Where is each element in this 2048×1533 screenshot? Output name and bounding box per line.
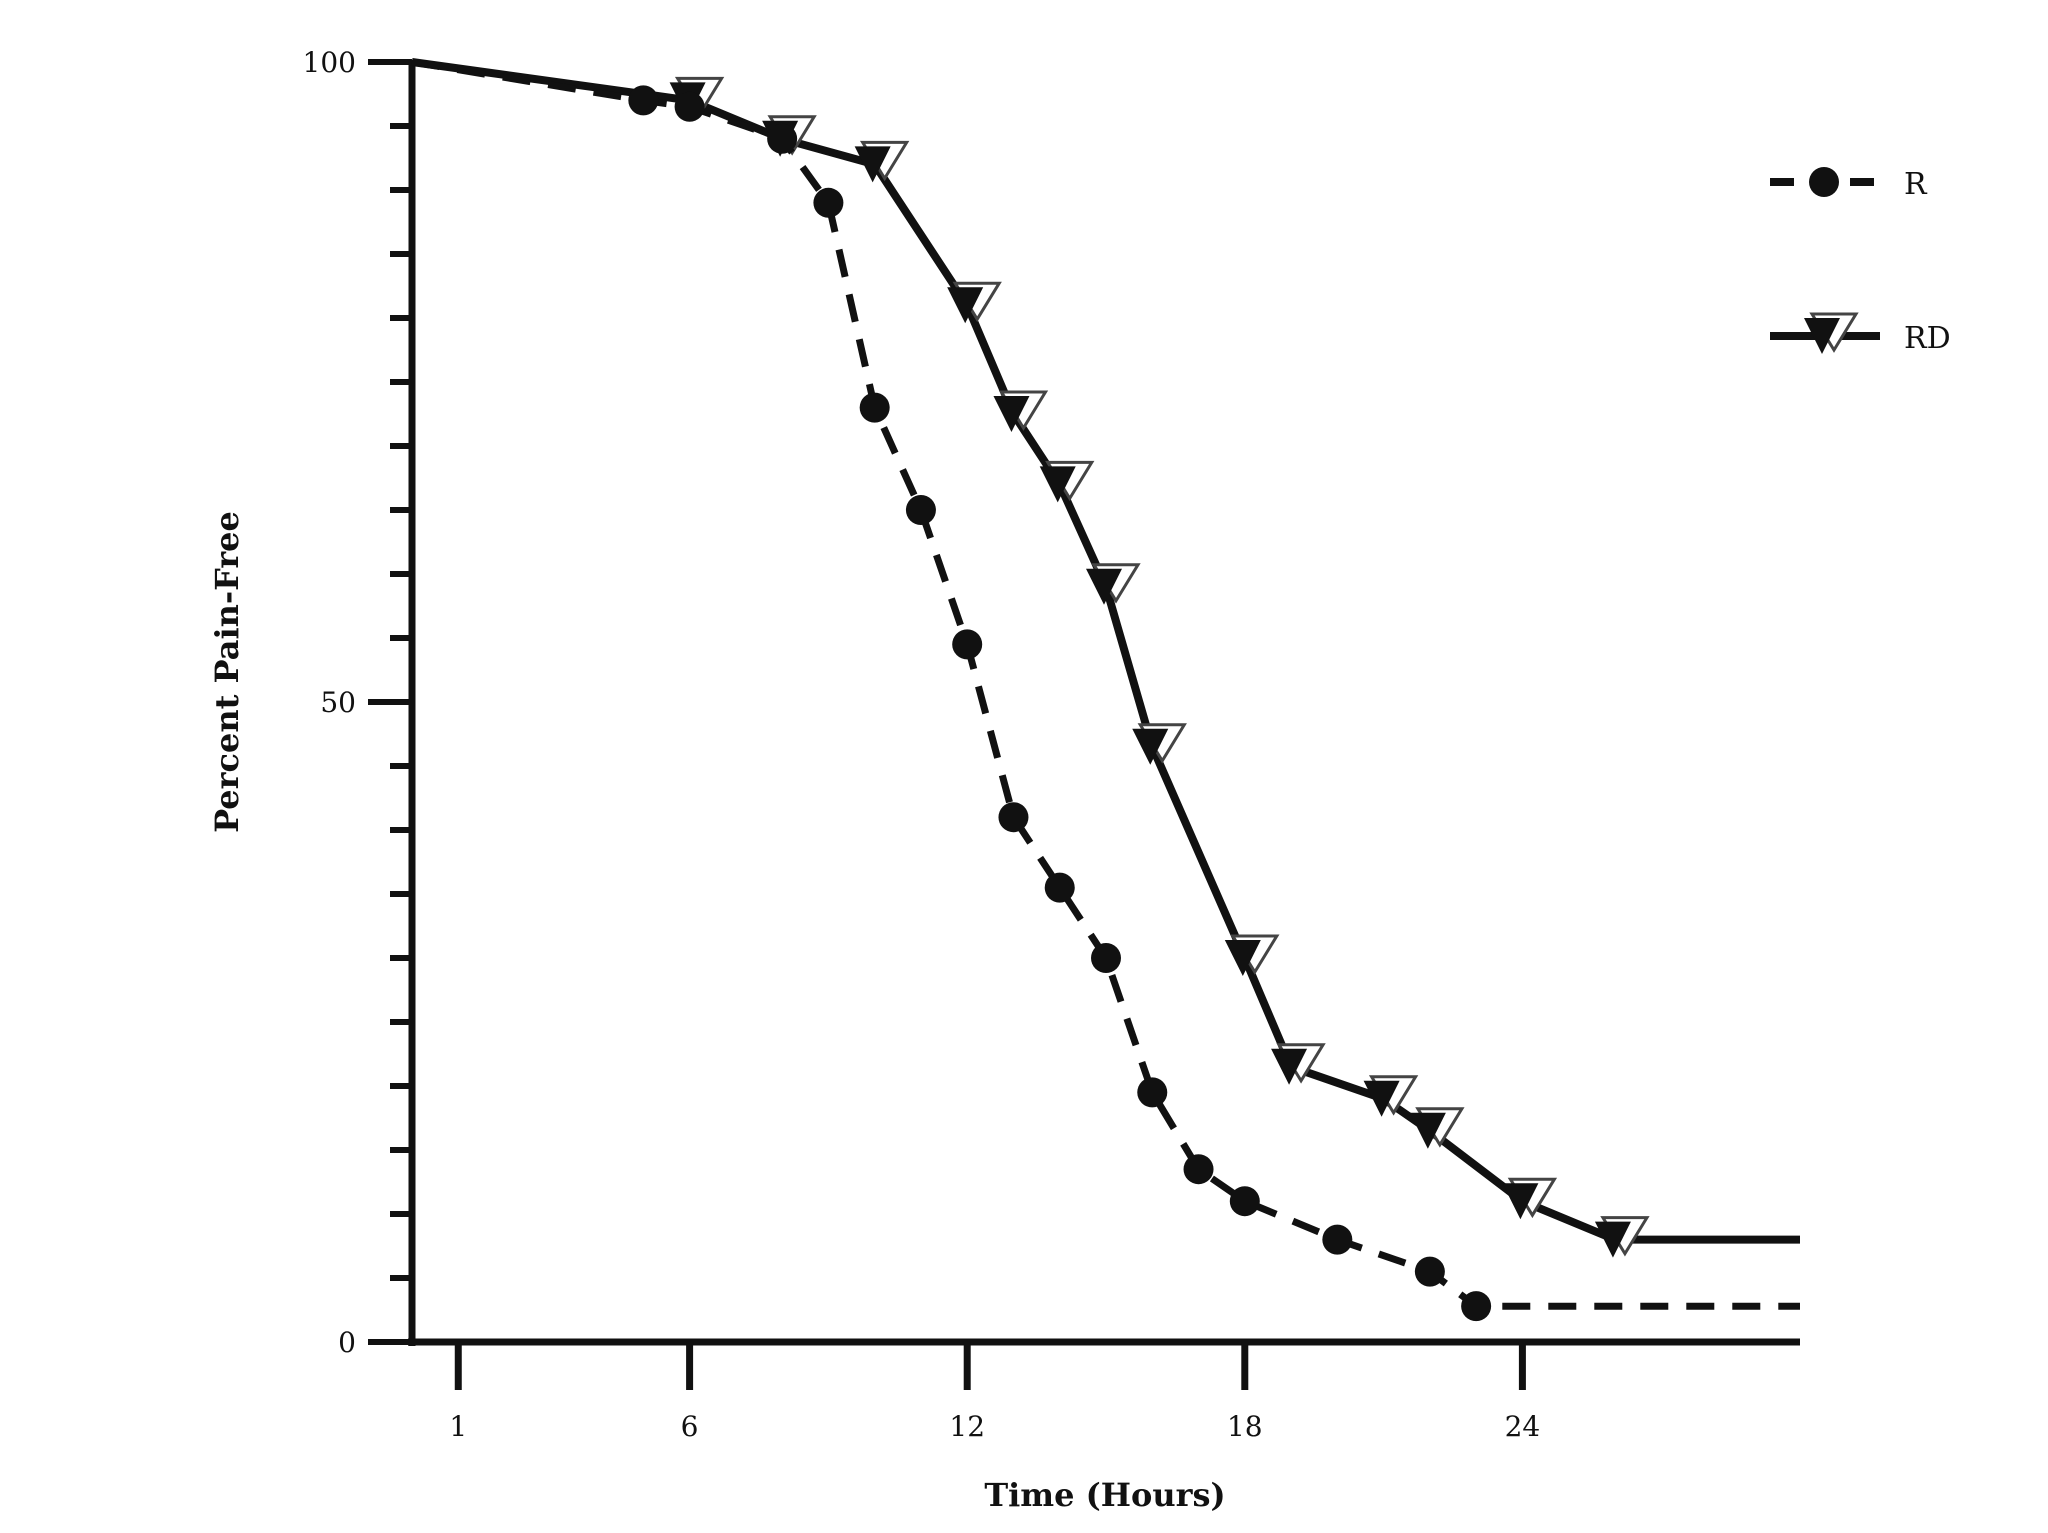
data-point: [947, 281, 1002, 324]
data-point: [1271, 1043, 1326, 1085]
data-point: [905, 495, 936, 525]
data-point: [1044, 872, 1075, 903]
data-point: [628, 85, 659, 116]
data-point-fill: [1086, 568, 1122, 605]
data-point: [1224, 934, 1280, 976]
data-point: [1039, 460, 1095, 503]
axes: 0 50 100 1 6 12 18 24: [303, 46, 1800, 1443]
data-point: [1091, 943, 1121, 973]
data-point: [998, 802, 1029, 833]
data-point-fill: [1594, 1221, 1631, 1258]
x-tick-label: 6: [681, 1410, 699, 1443]
data-point: [1086, 563, 1141, 605]
data-point: [813, 187, 844, 218]
legend-item-r: R: [1770, 167, 1928, 202]
legend: R RD: [1770, 167, 1951, 356]
data-point: [1414, 1256, 1445, 1287]
series-layer: [411, 58, 1800, 1322]
legend-item-rd: RD: [1770, 312, 1951, 356]
series-line-r: [411, 58, 1800, 1310]
data-point-fill: [1363, 1080, 1400, 1117]
data-point-fill: [1224, 940, 1261, 976]
data-point-fill: [1502, 1183, 1539, 1220]
data-point: [1594, 1216, 1650, 1258]
data-point: [1804, 312, 1859, 354]
data-point: [1461, 1291, 1492, 1322]
data-point: [993, 390, 1049, 432]
y-tick-label: 0: [338, 1326, 356, 1359]
data-point: [674, 91, 705, 122]
y-tick-label: 50: [320, 686, 356, 719]
data-point-fill: [1039, 466, 1076, 503]
y-tick-label: 100: [303, 46, 356, 79]
series-line-rd: [411, 58, 1800, 1244]
data-point: [1809, 167, 1839, 197]
y-axis-title: Percent Pain-Free: [208, 511, 246, 833]
data-point: [1409, 1107, 1465, 1149]
data-point-fill: [1804, 318, 1840, 354]
x-tick-label: 12: [949, 1410, 985, 1443]
data-point-fill: [854, 146, 891, 183]
data-point: [1183, 1154, 1214, 1185]
data-point: [859, 392, 890, 423]
x-tick-label: 1: [449, 1410, 467, 1443]
data-point-fill: [1132, 728, 1169, 765]
data-point: [1322, 1224, 1353, 1255]
series-rd: [411, 58, 1800, 1258]
x-axis-title: Time (Hours): [984, 1476, 1225, 1514]
data-point: [1137, 1077, 1168, 1108]
legend-label: RD: [1904, 321, 1951, 356]
data-point-fill: [993, 396, 1030, 432]
data-point: [952, 629, 983, 660]
data-point: [1229, 1186, 1260, 1217]
data-point: [854, 140, 910, 183]
data-point: [1502, 1177, 1558, 1220]
data-point: [1363, 1075, 1419, 1117]
data-point-fill: [947, 287, 984, 324]
data-point: [1132, 723, 1187, 765]
data-point: [767, 123, 798, 154]
x-tick-label: 18: [1227, 1410, 1263, 1443]
data-point-fill: [1271, 1048, 1308, 1085]
x-tick-label: 24: [1505, 1410, 1541, 1443]
legend-label: R: [1904, 167, 1928, 202]
series-r: [411, 58, 1800, 1322]
data-point-fill: [1409, 1112, 1446, 1149]
